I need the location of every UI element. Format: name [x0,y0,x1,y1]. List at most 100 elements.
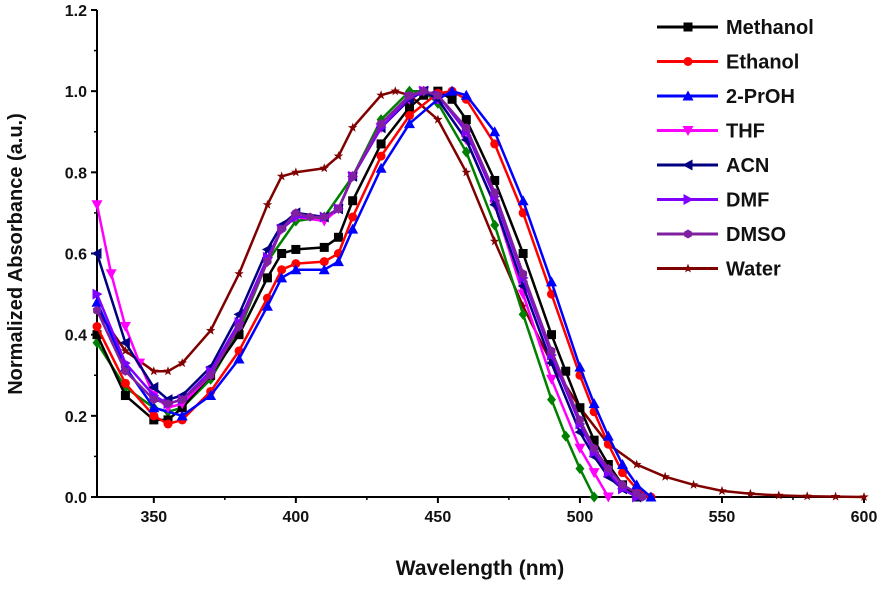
marker-square [376,139,386,149]
marker-star [745,488,756,498]
marker-triangle-up [176,410,188,421]
marker-triangle-down [546,374,558,385]
marker-hexagon [348,171,357,181]
marker-triangle-up [446,85,458,96]
plot-area [91,85,869,503]
marker-star [830,491,841,501]
marker-circle [348,212,358,222]
marker-star [433,114,443,124]
marker-hexagon [462,123,471,133]
marker-hexagon [149,395,158,405]
marker-hexagon [334,204,343,214]
marker-triangle-up [602,430,614,441]
marker-hexagon [377,119,385,129]
marker-square [589,435,599,445]
marker-star [683,263,693,273]
marker-star [262,199,273,209]
marker-diamond [561,430,571,442]
marker-triangle-up [546,276,558,287]
marker-star [163,366,173,376]
marker-star [234,268,244,278]
marker-triangle-up [489,126,501,137]
marker-triangle-up [148,402,160,413]
marker-square [404,102,414,112]
marker-hexagon [292,208,300,218]
marker-square [461,115,471,125]
marker-diamond [518,308,528,320]
marker-hexagon [263,257,272,267]
marker-triangle-down [91,200,103,211]
marker-triangle-down [682,126,694,136]
y-tick-label: 0.6 [65,247,87,264]
marker-triangle-right [92,288,103,300]
marker-hexagon [93,305,101,315]
x-tick-label: 450 [425,509,452,526]
marker-hexagon [434,90,442,100]
marker-triangle-up [588,398,600,409]
marker-triangle-up [290,264,302,275]
legend-entry: DMF [657,190,769,212]
y-tick-label: 0.2 [65,409,87,426]
marker-diamond [589,491,599,503]
marker-star [276,171,287,181]
legend-label: DMSO [726,224,786,246]
legend-label: Ethanol [726,52,799,74]
x-tick-label: 550 [709,509,736,526]
marker-hexagon [519,269,527,279]
legend-entry: ACN [657,155,769,177]
marker-square [518,249,528,258]
marker-hexagon [206,370,215,380]
y-tick-label: 1.0 [65,84,87,101]
marker-hexagon [235,322,243,332]
series-line [95,89,644,499]
marker-diamond [461,146,471,158]
marker-triangle-up [261,300,273,311]
marker-triangle-up [276,272,288,283]
series-line [95,89,865,499]
marker-hexagon [604,464,613,474]
legend-entry: THF [657,121,765,143]
marker-triangle-left [148,381,159,393]
legend: Methanol Ethanol 2-PrOH THF ACN DMF DMSO Water [650,15,875,290]
marker-hexagon [590,443,598,453]
marker-hexagon [306,212,314,222]
x-tick-label: 350 [140,509,167,526]
marker-triangle-up [318,264,330,275]
marker-triangle-down [105,269,117,280]
marker-square [92,330,102,340]
marker-triangle-down [574,443,586,454]
marker-circle [163,419,173,429]
marker-triangle-left [682,159,693,171]
marker-star [291,167,301,177]
y-tick-label: 1.2 [65,3,87,20]
marker-star [461,167,472,177]
marker-hexagon [178,395,187,405]
marker-hexagon [121,366,130,376]
marker-square [262,273,272,283]
marker-circle [120,378,130,388]
marker-triangle-left [91,248,102,259]
marker-star [376,90,386,100]
marker-triangle-up [233,353,245,364]
marker-hexagon [405,90,414,100]
legend-entry: 2-PrOH [657,86,795,108]
legend-label: THF [726,121,765,143]
marker-triangle-up [617,459,629,470]
marker-circle [92,322,102,332]
marker-star [802,491,812,501]
marker-star [717,485,727,495]
marker-square [575,403,585,413]
y-tick-label: 0.4 [65,328,87,345]
legend-label: 2-PrOH [726,86,795,108]
marker-hexagon [576,415,584,425]
x-tick-label: 500 [567,509,594,526]
marker-triangle-right [683,194,694,205]
marker-triangle-up [460,89,472,100]
marker-circle [376,151,386,161]
marker-circle [291,259,301,269]
marker-circle [277,265,287,275]
marker-diamond [547,394,557,406]
series-ethanol [92,86,656,502]
marker-hexagon [419,86,428,96]
